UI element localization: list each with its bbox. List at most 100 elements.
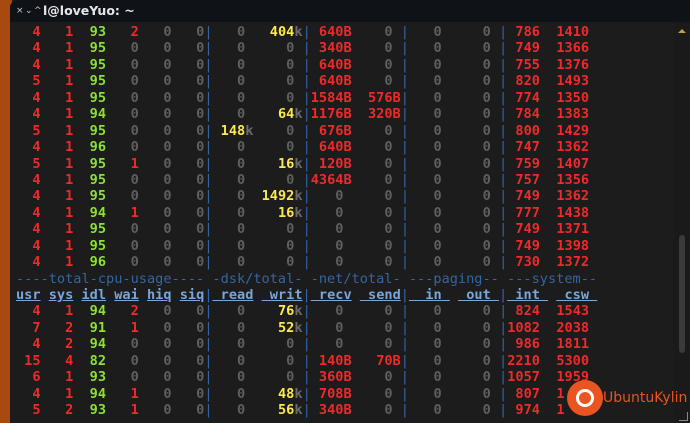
space [540,188,556,204]
unit [344,320,352,336]
net-recv-value: 0 [310,188,344,205]
unit [393,24,401,40]
window-title: l@loveYuo: ~ [43,3,135,18]
paging-in-value: 0 [408,24,442,40]
column-separator: | [204,287,213,303]
cpu-wai-value: 1 [114,155,139,172]
net-recv-value: 676B [318,122,352,139]
cpu-wai-value: 0 [114,237,139,254]
net-recv-value: 340B [318,402,352,419]
unit [491,24,499,40]
system-int-value: 824 [507,303,540,320]
cpu-sys-value: 1 [48,24,74,40]
unit [491,90,499,106]
system-int-value: 786 [507,24,540,40]
column-separator: | [400,204,409,221]
terminal-output[interactable]: 4 1 93 2 0 0| 0 404k| 640B 0 | 0 0 | 786 … [16,24,597,419]
space [172,188,180,204]
space [540,73,556,89]
system-int-value: 986 [507,336,540,353]
space [253,402,261,418]
cpu-wai-value: 0 [114,352,139,369]
scroll-up-arrow-icon[interactable] [678,29,686,33]
net-send-value: 0 [359,336,393,353]
cpu-hiq-value: 0 [147,369,172,386]
paging-out-value: 0 [458,204,491,221]
cpu-sys-value: 1 [48,122,74,139]
space [172,24,180,40]
unit [491,402,499,418]
space [41,353,49,369]
cpu-sys-value: 1 [48,369,74,386]
unit [393,320,401,336]
close-button[interactable]: × [16,6,24,16]
dsk-read-value: 0 [212,73,246,90]
space [139,156,147,172]
unit [393,188,401,204]
net-send-value: 0 [359,24,393,40]
dsk-read-value: 0 [212,89,246,106]
space [450,139,458,155]
space [253,156,261,172]
cpu-idl-value: 95 [81,221,107,238]
unit [491,221,499,237]
space [139,320,147,336]
unit [491,238,499,254]
column-separator: | [400,171,409,188]
column-separator: | [400,352,409,369]
cpu-hiq-value: 0 [147,204,172,221]
cpu-siq-value: 0 [179,352,205,369]
column-separator: | [204,89,213,106]
space [450,156,458,172]
space [172,303,180,319]
net-send-value: 0 [359,221,393,238]
cpu-hiq-value: 0 [147,352,172,369]
space [139,386,147,402]
paging-out-value: 0 [458,89,491,106]
net-send-value: 0 [359,303,393,320]
cpu-wai-value: 0 [114,254,139,271]
space [540,402,556,418]
unit [442,73,450,89]
space [540,156,556,172]
column-separator: | [400,303,409,320]
dsk-writ-value: 76 [261,303,295,320]
cpu-sys-value: 1 [48,56,74,73]
space [540,57,556,73]
paging-in-value: 0 [408,106,442,123]
resize-grip-icon[interactable] [679,412,688,421]
system-csw-value: 1 [556,385,565,402]
column-separator: | [499,56,508,73]
unit [294,353,302,369]
scrollbar[interactable] [674,22,690,423]
column-separator: | [400,56,409,73]
unit [491,188,499,204]
paging-out-value: 0 [458,319,491,336]
space [450,123,458,139]
top-row: 4 1 94 1 0 0| 0 16k| 0 0 | 0 0 | 777 143… [16,205,597,221]
unit [491,353,499,369]
minimize-button[interactable]: ⌄ [25,6,33,16]
space [139,402,147,418]
net-send-value: 0 [359,385,393,402]
scrollbar-thumb[interactable] [679,235,685,353]
dsk-writ-value: 0 [261,352,295,369]
maximize-button[interactable]: ^ [34,6,42,16]
dsk-writ-value: 404 [261,24,295,40]
space [73,24,81,40]
cpu-wai-value: 2 [114,303,139,320]
dsk-read-value: 0 [212,56,246,73]
unit [442,386,450,402]
paging-out-value: 0 [458,188,491,205]
space [73,57,81,73]
system-int-value: 974 [507,402,540,419]
space [172,238,180,254]
system-int-value: 747 [507,139,540,156]
column-header-row: usr sys idl wai hiq siq| read writ| recv… [16,287,597,303]
unit [393,221,401,237]
cpu-hiq-value: 0 [147,336,172,353]
column-separator: | [302,402,311,419]
space [540,90,556,106]
column-separator: | [302,369,311,386]
cpu-siq-value: 0 [179,254,205,271]
